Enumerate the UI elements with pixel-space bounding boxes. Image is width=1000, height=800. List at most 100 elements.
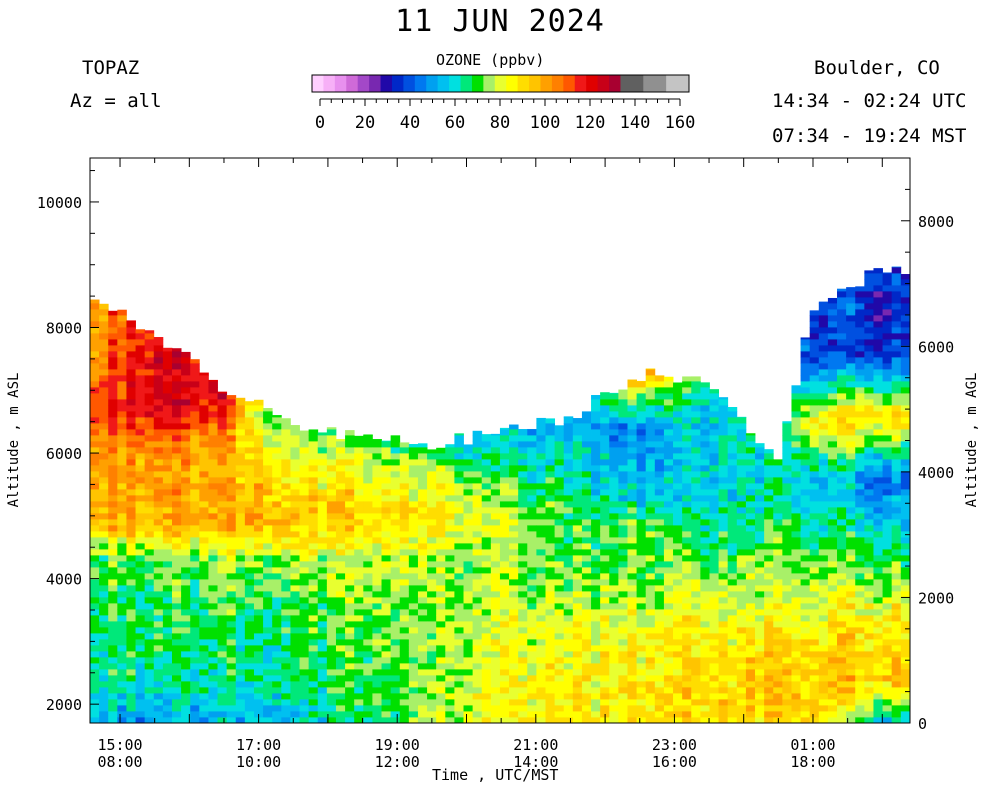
heatmap-cell xyxy=(764,627,774,634)
heatmap-cell xyxy=(837,303,847,310)
heatmap-cell xyxy=(299,597,310,604)
heatmap-cell xyxy=(727,423,738,430)
heatmap-cell xyxy=(99,639,109,646)
heatmap-cell xyxy=(153,483,164,490)
heatmap-cell xyxy=(618,495,628,502)
heatmap-cell xyxy=(208,621,218,628)
heatmap-cell xyxy=(290,639,300,646)
heatmap-cell xyxy=(691,537,701,544)
heatmap-cell xyxy=(518,699,528,706)
heatmap-cell xyxy=(253,441,264,448)
heatmap-cell xyxy=(445,561,455,568)
heatmap-cell xyxy=(581,603,592,610)
heatmap-cell xyxy=(755,507,765,514)
heatmap-cell xyxy=(572,591,583,598)
heatmap-cell xyxy=(217,519,228,526)
heatmap-cell xyxy=(609,549,619,556)
heatmap-cell xyxy=(308,429,319,436)
heatmap-cell xyxy=(745,525,756,532)
heatmap-cell xyxy=(199,675,209,682)
heatmap-cell xyxy=(618,477,628,484)
heatmap-cell xyxy=(208,591,218,598)
heatmap-cell xyxy=(873,339,883,346)
heatmap-cell xyxy=(636,621,647,628)
heatmap-cell xyxy=(454,433,464,436)
heatmap-cell xyxy=(736,663,747,670)
heatmap-cell xyxy=(663,561,674,568)
heatmap-cell xyxy=(700,441,710,448)
heatmap-cell xyxy=(864,663,874,670)
heatmap-cell xyxy=(308,441,319,448)
heatmap-cell xyxy=(171,525,182,532)
heatmap-cell xyxy=(171,579,182,586)
heatmap-cell xyxy=(417,477,428,484)
heatmap-cell xyxy=(627,573,637,580)
heatmap-cell xyxy=(490,579,501,586)
heatmap-cell xyxy=(162,579,173,586)
heatmap-cell xyxy=(691,393,701,400)
heatmap-cell xyxy=(417,447,428,454)
heatmap-cell xyxy=(463,591,474,598)
heatmap-cell xyxy=(545,627,556,634)
heatmap-cell xyxy=(90,543,100,550)
heatmap-cell xyxy=(372,459,382,466)
heatmap-cell xyxy=(627,711,637,718)
heatmap-cell xyxy=(673,669,683,676)
heatmap-cell xyxy=(490,609,501,616)
heatmap-cell xyxy=(408,513,419,520)
heatmap-cell xyxy=(827,453,838,460)
heatmap-cell xyxy=(727,507,738,514)
heatmap-cell xyxy=(572,435,583,442)
heatmap-cell xyxy=(290,597,300,604)
heatmap-cell xyxy=(390,639,401,646)
heatmap-cell xyxy=(818,537,829,544)
heatmap-cell xyxy=(335,651,346,658)
heatmap-cell xyxy=(190,609,200,616)
heatmap-cell xyxy=(645,465,656,472)
heatmap-cell xyxy=(436,615,446,622)
heatmap-cell xyxy=(144,465,155,472)
heatmap-cell xyxy=(572,651,583,658)
heatmap-cell xyxy=(363,567,373,574)
heatmap-cell xyxy=(718,603,729,610)
heatmap-cell xyxy=(153,573,164,580)
heatmap-cell xyxy=(837,441,847,448)
heatmap-cell xyxy=(144,495,155,502)
heatmap-cell xyxy=(490,657,501,664)
heatmap-cell xyxy=(837,579,847,586)
heatmap-cell xyxy=(399,465,410,472)
heatmap-cell xyxy=(144,621,155,628)
heatmap-cell xyxy=(554,495,565,502)
heatmap-cell xyxy=(591,501,601,508)
heatmap-cell xyxy=(308,453,319,460)
heatmap-cell xyxy=(591,513,601,520)
heatmap-cell xyxy=(572,483,583,490)
heatmap-cell xyxy=(217,573,228,580)
heatmap-cell xyxy=(718,459,729,466)
heatmap-cell xyxy=(308,693,319,700)
heatmap-cell xyxy=(536,645,546,652)
heatmap-cell xyxy=(855,441,865,448)
heatmap-cell xyxy=(408,705,419,712)
heatmap-cell xyxy=(317,603,328,610)
heatmap-cell xyxy=(117,543,127,550)
heatmap-cell xyxy=(518,441,528,448)
heatmap-cell xyxy=(199,591,209,598)
heatmap-cell xyxy=(436,453,446,460)
heatmap-cell xyxy=(627,669,637,676)
heatmap-cell xyxy=(818,447,829,454)
heatmap-cell xyxy=(235,453,246,460)
heatmap-cell xyxy=(873,573,883,580)
heatmap-cell xyxy=(554,525,565,532)
heatmap-cell xyxy=(572,573,583,580)
heatmap-cell xyxy=(281,531,291,538)
heatmap-cell xyxy=(417,549,428,556)
heatmap-cell xyxy=(536,513,546,520)
colorbar-swatch xyxy=(334,75,347,92)
heatmap-cell xyxy=(509,615,519,622)
heatmap-cell xyxy=(581,639,592,646)
heatmap-cell xyxy=(827,495,838,502)
heatmap-cell xyxy=(144,453,155,460)
heatmap-cell xyxy=(736,519,747,526)
heatmap-cell xyxy=(509,525,519,532)
